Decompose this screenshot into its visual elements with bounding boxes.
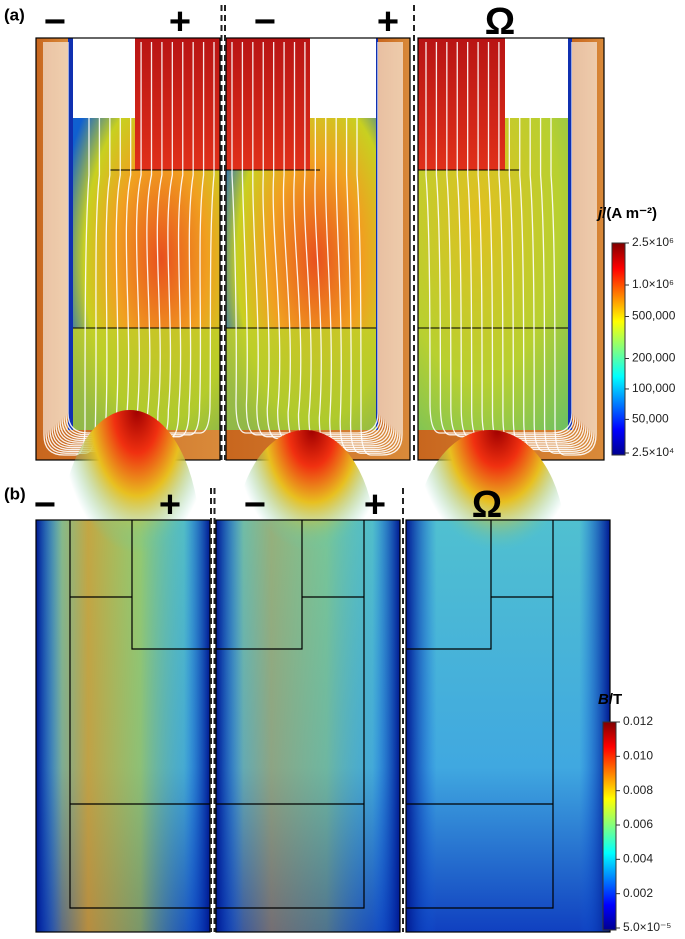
colorbar [611,242,626,456]
streamline [356,42,403,456]
streamline [335,42,399,452]
panel-label: (a) [4,5,25,24]
streamline [231,42,379,434]
terminal: + [169,1,191,43]
colorbar-tick-label: 0.008 [623,783,653,797]
streamline [487,42,585,445]
terminal: − [254,1,276,43]
colorbar-tick-label: 100,000 [632,381,676,395]
colorbar-tick-label: 0.004 [623,852,653,866]
streamline [446,42,577,438]
colorbar-tick-label: 1.0×10⁶ [632,277,674,291]
colorbar-tick-label: 0.012 [623,714,653,728]
colorbar-tick-label: 50,000 [632,412,669,426]
terminal: − [44,1,66,43]
streamline [456,42,579,440]
colorbar-title: B/T [598,691,622,708]
terminal: + [159,484,181,526]
streamline [65,42,205,436]
colorbar-tick-label: 0.002 [623,886,653,900]
colorbar [602,721,617,931]
streamline [345,42,401,454]
colorbar-tick-label: 500,000 [632,309,676,323]
streamline [252,42,383,438]
terminal: + [377,1,399,43]
streamline [45,42,101,454]
terminal: − [34,484,56,526]
colorbar-tick-label: 200,000 [632,351,676,365]
streamline [435,42,575,436]
colorbar-tick-label: 0.010 [623,749,653,763]
streamline [425,42,573,434]
streamline [241,42,381,436]
cell-b1 [35,410,211,933]
streamline [63,42,194,438]
streamline [529,42,593,452]
cell-b2 [215,430,401,933]
streamline [477,42,583,443]
panel-label: (b) [4,484,26,503]
terminal: + [364,484,386,526]
streamline [272,42,387,441]
streamline [282,42,389,443]
terminal: − [244,484,266,526]
colorbar-tick-label: 2.5×10⁶ [632,235,674,249]
streamline [43,42,90,456]
streamline [293,42,391,445]
streamline [314,42,395,449]
colorbar-title: j/(A m⁻²) [596,205,657,222]
streamline [67,42,215,434]
streamline [324,42,397,451]
cell-b3 [405,430,611,933]
streamline [59,42,173,441]
terminal: Ω [472,484,502,526]
streamline [519,42,591,451]
streamline [508,42,589,449]
streamline [550,42,597,456]
streamline [467,42,581,441]
streamline [539,42,595,454]
colorbar-tick-label: 5.0×10⁻⁵ [623,920,671,934]
colorbar-tick-label: 0.006 [623,817,653,831]
colorbar-tick-label: 2.5×10⁴ [632,445,674,459]
terminal: Ω [485,1,515,43]
streamline [57,42,163,443]
streamline [262,42,385,440]
streamline [61,42,184,440]
streamline [498,42,587,447]
streamline [303,42,393,447]
